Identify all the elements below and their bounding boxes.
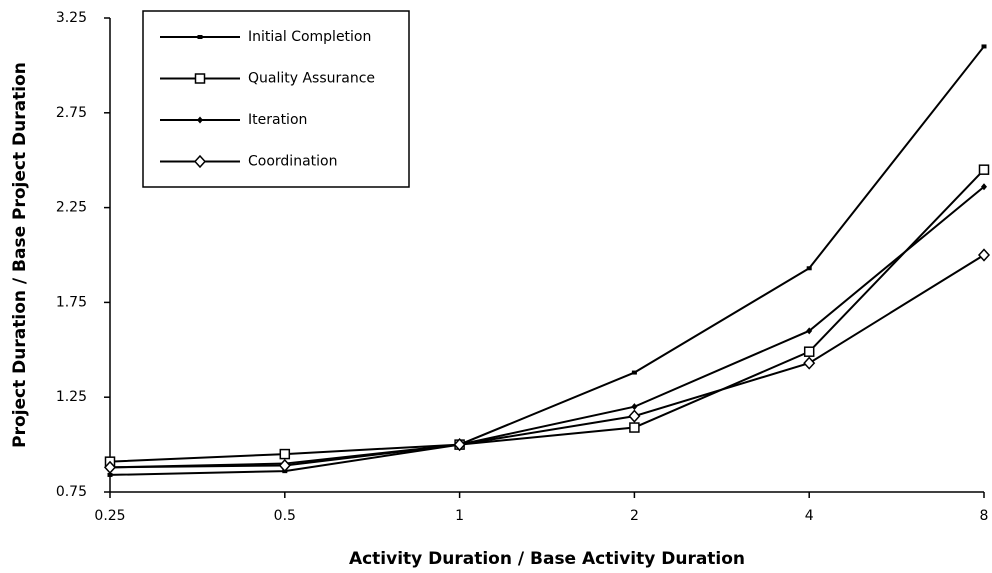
y-tick-label: 2.75: [56, 105, 87, 121]
legend-marker: [197, 116, 203, 124]
y-tick-label: 3.25: [56, 10, 87, 26]
legend-label: Iteration: [248, 112, 307, 128]
legend-label: Coordination: [248, 154, 337, 170]
series-line: [109, 168, 985, 463]
series-line: [109, 45, 985, 476]
x-axis-title: Activity Duration / Base Activity Durati…: [349, 549, 745, 569]
data-point: [278, 458, 291, 473]
legend-label: Initial Completion: [248, 29, 371, 45]
x-tick-label: 0.5: [274, 508, 296, 524]
data-point: [981, 44, 987, 49]
data-point: [981, 183, 987, 191]
legend-marker: [197, 35, 203, 39]
y-tick-label: 2.25: [56, 200, 87, 216]
data-point: [279, 448, 291, 460]
data-point: [977, 248, 991, 262]
y-tick-label: 0.75: [56, 484, 87, 500]
data-point: [631, 370, 637, 375]
legend-marker: [194, 73, 206, 84]
data-point: [629, 422, 640, 433]
x-tick-label: 4: [805, 508, 814, 524]
x-tick-label: 1: [455, 508, 464, 524]
y-tick-label: 1.75: [56, 294, 87, 310]
x-tick-label: 8: [980, 508, 989, 524]
data-point: [803, 346, 815, 357]
data-point: [806, 266, 812, 271]
y-tick-label: 1.25: [56, 389, 87, 405]
data-point: [806, 327, 813, 335]
legend-marker: [193, 154, 207, 169]
data-point: [628, 409, 641, 423]
series-line: [109, 185, 985, 469]
data-point: [978, 164, 990, 175]
data-point: [803, 356, 816, 370]
y-axis-title: Project Duration / Base Project Duration: [10, 62, 30, 448]
x-tick-label: 0.25: [94, 508, 125, 524]
legend-box: [142, 10, 410, 188]
data-point: [631, 403, 638, 411]
x-tick-label: 2: [630, 508, 639, 524]
series-line: [109, 254, 985, 469]
legend-label: Quality Assurance: [248, 71, 375, 87]
data-point: [107, 472, 113, 477]
data-point: [103, 460, 117, 474]
data-point: [453, 437, 466, 452]
